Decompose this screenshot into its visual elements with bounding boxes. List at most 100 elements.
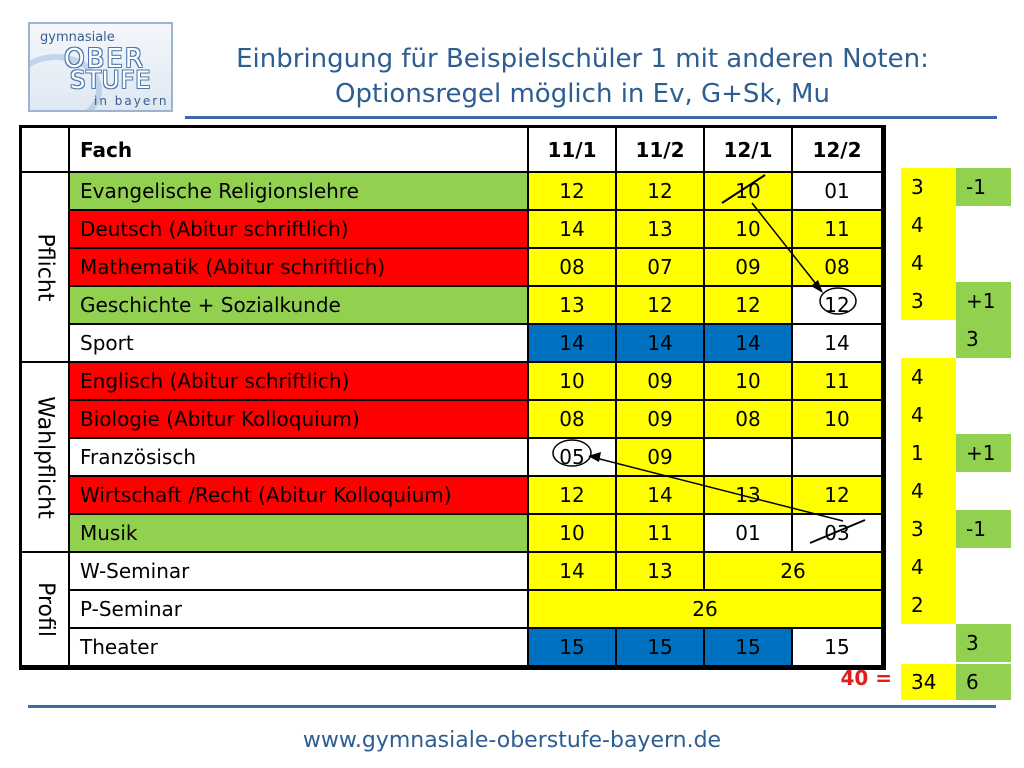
logo-line-4: in bayern bbox=[94, 94, 169, 108]
points-count: 4 bbox=[901, 206, 956, 244]
grade-cell: 11 bbox=[617, 515, 705, 553]
slide-title-line-1: Einbringung für Beispielschüler 1 mit an… bbox=[236, 44, 929, 74]
grade-cell: 01 bbox=[793, 173, 883, 211]
grade-cell: 15 bbox=[529, 629, 617, 667]
grade-cell: 08 bbox=[529, 401, 617, 439]
points-adjust: 3 bbox=[956, 624, 1011, 662]
arrow-mu-to-fr bbox=[591, 456, 844, 522]
grade-cell: 03 bbox=[793, 515, 883, 553]
points-count: 4 bbox=[901, 472, 956, 510]
subject-cell: Biologie (Abitur Kolloquium) bbox=[70, 401, 529, 439]
group-label: Pflicht bbox=[22, 173, 70, 363]
logo-line-1: gymnasiale bbox=[40, 30, 115, 45]
grade-cell: 05 bbox=[529, 439, 617, 477]
circle-fr-11-1 bbox=[552, 439, 592, 467]
grade-cell: 14 bbox=[705, 325, 793, 363]
header-fach: Fach bbox=[70, 128, 529, 173]
points-count: 3 bbox=[901, 282, 956, 320]
total-points: 34 bbox=[901, 664, 956, 700]
group-label: Wahlpflicht bbox=[22, 363, 70, 553]
grade-cell: 12 bbox=[793, 477, 883, 515]
subject-cell: Musik bbox=[70, 515, 529, 553]
grade-cell: 14 bbox=[529, 211, 617, 249]
header-corner bbox=[22, 128, 70, 173]
logo-line-2: OBER bbox=[64, 44, 145, 74]
points-count: 2 bbox=[901, 586, 956, 624]
points-count: 3 bbox=[901, 510, 956, 548]
points-count: 4 bbox=[901, 396, 956, 434]
grade-cell: 09 bbox=[617, 401, 705, 439]
footer-url: www.gymnasiale-oberstufe-bayern.de bbox=[302, 728, 722, 753]
grade-cell: 13 bbox=[529, 287, 617, 325]
points-adjust: 3 bbox=[956, 320, 1011, 358]
grade-cell bbox=[705, 439, 793, 477]
points-count: 4 bbox=[901, 358, 956, 396]
grade-cell: 10 bbox=[529, 515, 617, 553]
grade-cell: 08 bbox=[705, 401, 793, 439]
grade-cell: 10 bbox=[705, 173, 793, 211]
points-adjust: +1 bbox=[956, 282, 1011, 320]
grade-cell: 10 bbox=[705, 211, 793, 249]
points-adjust: +1 bbox=[956, 434, 1011, 472]
points-adjust: -1 bbox=[956, 510, 1011, 548]
grade-cell: 10 bbox=[529, 363, 617, 401]
grade-cell bbox=[793, 439, 883, 477]
grade-cell: 12 bbox=[529, 477, 617, 515]
grade-cell: 10 bbox=[705, 363, 793, 401]
arrowhead-mu-to-fr bbox=[588, 452, 601, 462]
grade-cell: 07 bbox=[617, 249, 705, 287]
grade-cell: 08 bbox=[529, 249, 617, 287]
subject-cell: Geschichte + Sozialkunde bbox=[70, 287, 529, 325]
logo-swoosh bbox=[30, 54, 102, 110]
total-label: 40 = bbox=[840, 666, 892, 690]
grade-cell: 15 bbox=[705, 629, 793, 667]
points-count: 4 bbox=[901, 548, 956, 586]
grade-cell: 14 bbox=[529, 325, 617, 363]
grade-cell: 14 bbox=[617, 325, 705, 363]
grade-cell: 13 bbox=[617, 553, 705, 591]
grade-cell: 08 bbox=[793, 249, 883, 287]
subject-cell: Wirtschaft /Recht (Abitur Kolloquium) bbox=[70, 477, 529, 515]
grade-cell: 11 bbox=[793, 363, 883, 401]
gymnasiale-oberstufe-logo: gymnasiale OBER STUFE in bayern bbox=[28, 22, 173, 112]
points-count: 1 bbox=[901, 434, 956, 472]
arrowhead-ev-to-gsk bbox=[811, 280, 823, 293]
grade-cell: 13 bbox=[617, 211, 705, 249]
group-label: Profil bbox=[22, 553, 70, 667]
subject-cell: Französisch bbox=[70, 439, 529, 477]
grade-cell: 26 bbox=[705, 553, 883, 591]
subject-cell: Sport bbox=[70, 325, 529, 363]
arrow-ev-to-gsk bbox=[751, 202, 821, 290]
grade-cell: 12 bbox=[793, 287, 883, 325]
grade-cell: 15 bbox=[793, 629, 883, 667]
grade-table: Fach 11/1 11/2 12/1 12/2 Pflicht Wahlpflicht Pr… bbox=[19, 125, 886, 670]
strike-ev-12-1 bbox=[721, 174, 766, 204]
grade-cell: 14 bbox=[793, 325, 883, 363]
grade-cell: 09 bbox=[705, 249, 793, 287]
grade-cell: 01 bbox=[705, 515, 793, 553]
slide-title-line-2: Optionsregel möglich in Ev, G+Sk, Mu bbox=[335, 79, 830, 109]
grade-cell: 12 bbox=[705, 287, 793, 325]
slide-title: Einbringung für Beispielschüler 1 mit an… bbox=[185, 42, 980, 112]
grade-cell: 10 bbox=[793, 401, 883, 439]
logo-line-3: STUFE bbox=[70, 66, 152, 94]
subject-cell: Deutsch (Abitur schriftlich) bbox=[70, 211, 529, 249]
points-count: 4 bbox=[901, 244, 956, 282]
points-count: 3 bbox=[901, 168, 956, 206]
grade-cell: 14 bbox=[529, 553, 617, 591]
subject-cell: Mathematik (Abitur schriftlich) bbox=[70, 249, 529, 287]
subject-cell: Theater bbox=[70, 629, 529, 667]
subject-cell: P-Seminar bbox=[70, 591, 529, 629]
total-adjust: 6 bbox=[956, 664, 1011, 700]
points-adjust: -1 bbox=[956, 168, 1011, 206]
header-term: 11/1 bbox=[529, 128, 617, 173]
grade-cell: 12 bbox=[529, 173, 617, 211]
grade-cell: 11 bbox=[793, 211, 883, 249]
grade-cell: 12 bbox=[617, 287, 705, 325]
header-term: 12/2 bbox=[793, 128, 883, 173]
grade-cell: 09 bbox=[617, 439, 705, 477]
grade-cell: 15 bbox=[617, 629, 705, 667]
header-term: 12/1 bbox=[705, 128, 793, 173]
grade-cell: 09 bbox=[617, 363, 705, 401]
